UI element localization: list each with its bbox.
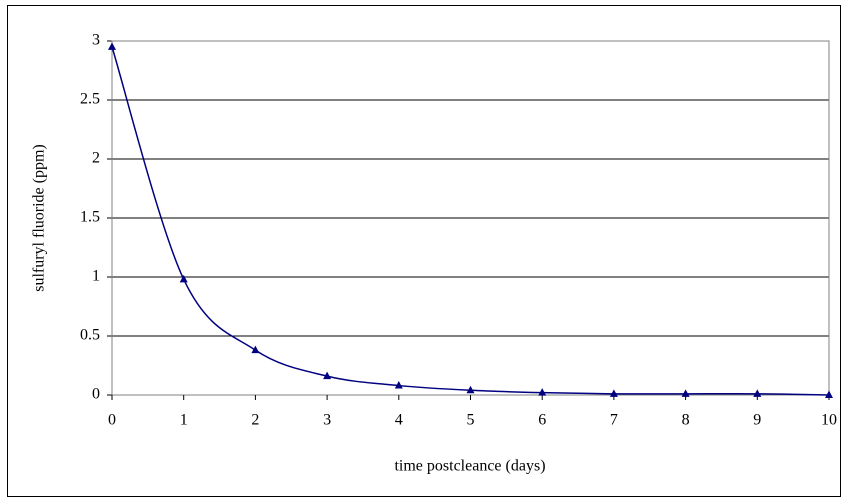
chart-border bbox=[7, 5, 841, 497]
data-point bbox=[681, 389, 690, 397]
y-tick-label: 3 bbox=[92, 32, 100, 49]
data-point bbox=[538, 388, 547, 396]
x-tick-label: 2 bbox=[251, 412, 259, 429]
x-tick-label: 8 bbox=[682, 412, 690, 429]
series-line bbox=[111, 46, 830, 396]
x-tick-label: 5 bbox=[467, 412, 475, 429]
x-axis-title: time postcleance (days) bbox=[394, 458, 545, 475]
y-tick-label: 0 bbox=[92, 386, 100, 403]
x-tick-label: 4 bbox=[395, 412, 403, 429]
data-point bbox=[179, 274, 188, 283]
x-tick-label: 0 bbox=[108, 412, 116, 429]
x-tick-label: 6 bbox=[538, 412, 546, 429]
data-point bbox=[753, 389, 762, 397]
data-point bbox=[609, 389, 618, 397]
y-tick-label: 0.5 bbox=[80, 327, 100, 344]
y-tick-label: 2.5 bbox=[80, 91, 100, 108]
data-point bbox=[394, 381, 403, 389]
x-tick-label: 9 bbox=[753, 412, 761, 429]
x-tick-label: 10 bbox=[821, 412, 837, 429]
x-tick-label: 3 bbox=[323, 412, 331, 429]
data-point bbox=[108, 42, 116, 50]
x-tick-label: 7 bbox=[610, 412, 618, 429]
y-axis-title: sulfuryl fluoride (ppm) bbox=[31, 144, 48, 292]
x-tick-label: 1 bbox=[180, 412, 188, 429]
data-point bbox=[825, 390, 833, 398]
y-tick-label: 2 bbox=[92, 150, 100, 167]
y-tick-label: 1 bbox=[92, 268, 100, 285]
y-tick-label: 1.5 bbox=[80, 209, 100, 226]
data-point bbox=[466, 385, 475, 394]
data-point bbox=[323, 371, 332, 380]
data-point bbox=[251, 345, 260, 354]
